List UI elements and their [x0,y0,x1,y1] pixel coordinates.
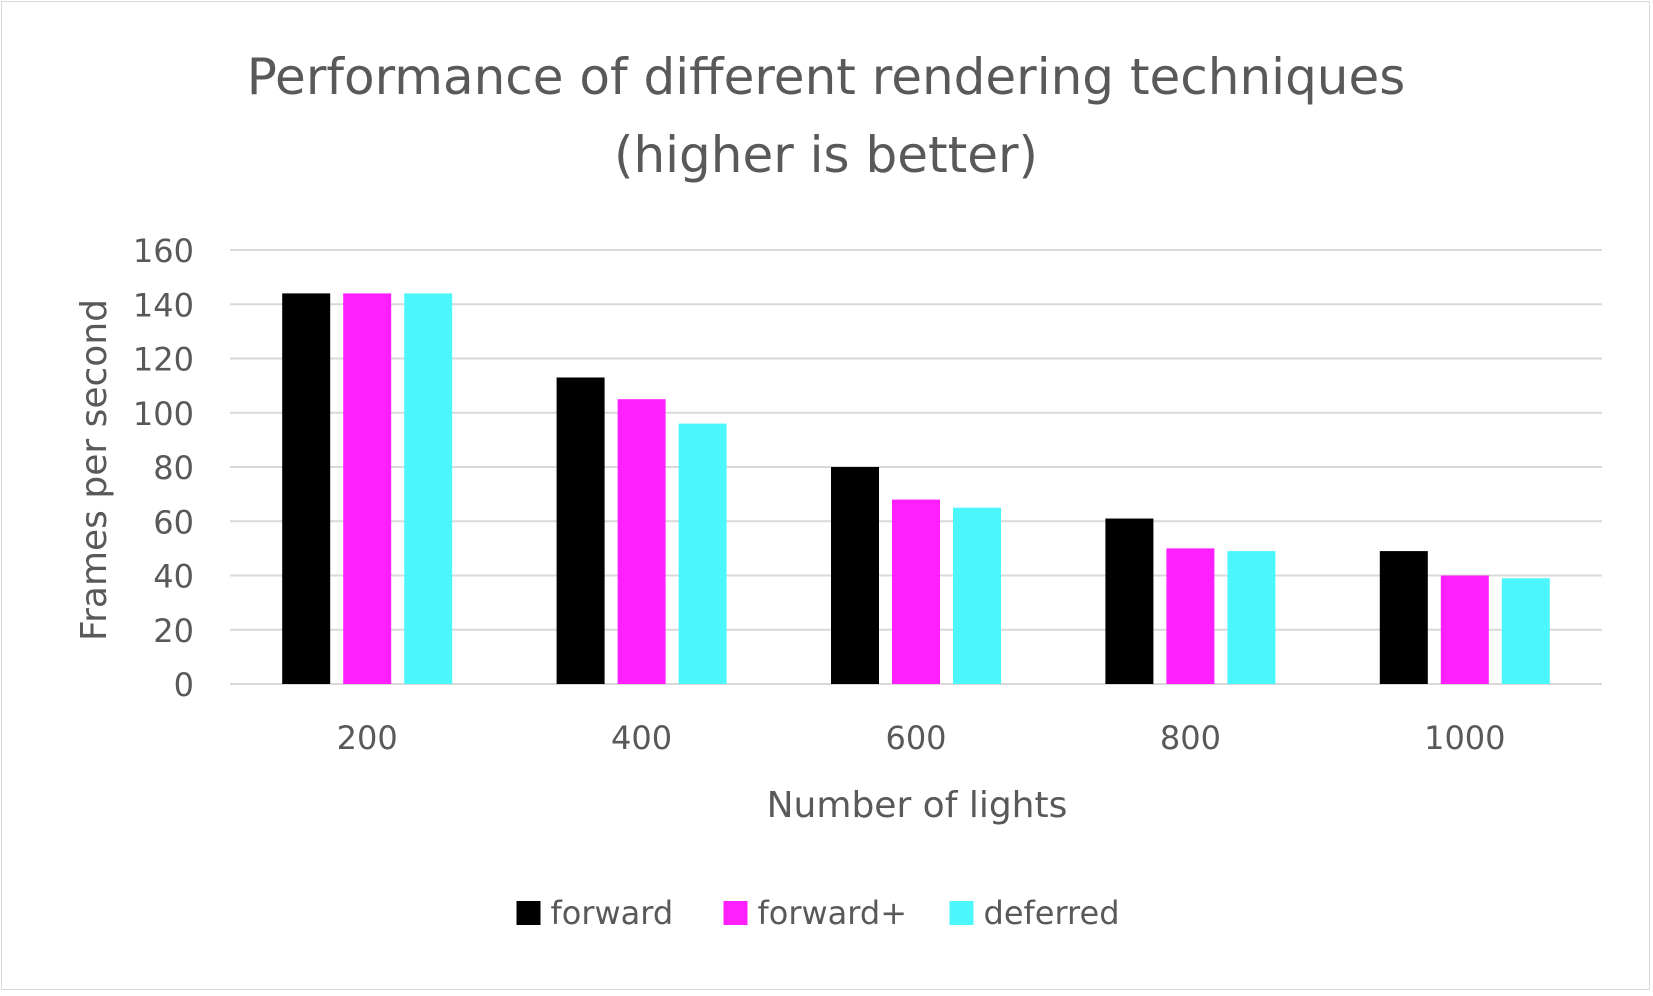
x-tick-label: 800 [1160,719,1221,757]
x-axis-tick-labels: 200 400 600 800 1000 [337,719,1506,757]
y-tick-label: 100 [133,395,194,433]
x-tick-label: 200 [337,719,398,757]
x-axis-label: Number of lights [767,785,1068,826]
y-tick-label: 80 [153,449,194,487]
y-tick-label: 60 [153,503,194,541]
legend-swatch-deferred [949,901,974,925]
bar-forward-plus-400 [617,399,666,684]
legend: forward forward+ deferred [516,894,1120,932]
bar-forward-400 [556,377,605,684]
bar-forward-plus-200 [343,293,392,684]
chart-subtitle: (higher is better) [614,126,1038,184]
bar-deferred-400 [678,423,727,684]
y-tick-label: 120 [133,341,194,379]
y-tick-label: 140 [133,286,194,324]
y-axis-tick-labels: 0 20 40 60 80 100 120 140 160 [133,232,194,704]
bar-forward-800 [1105,518,1154,684]
y-axis-label: Frames per second [74,299,115,641]
bar-forward-1000 [1379,551,1428,684]
bar-deferred-600 [953,507,1001,684]
bar-deferred-200 [404,293,453,684]
bar-forward-plus-800 [1166,548,1215,684]
x-tick-label: 1000 [1424,719,1505,757]
bars [282,293,1550,684]
y-tick-label: 160 [133,232,194,270]
bar-deferred-1000 [1501,578,1550,684]
x-tick-label: 400 [611,719,672,757]
x-tick-label: 600 [885,719,946,757]
bar-forward-600 [831,467,879,684]
legend-label-forward-plus: forward+ [758,894,908,932]
gridlines [230,249,1602,685]
y-tick-label: 40 [153,558,194,596]
legend-swatch-forward-plus [723,901,748,925]
chart-title: Performance of different rendering techn… [247,48,1406,106]
legend-label-deferred: deferred [984,894,1120,932]
bar-forward-plus-600 [892,499,940,684]
y-tick-label: 0 [174,666,194,704]
legend-swatch-forward [516,901,541,925]
bar-forward-200 [282,293,331,684]
y-tick-label: 20 [153,612,194,650]
legend-label-forward: forward [551,894,674,932]
bar-deferred-800 [1227,551,1276,684]
bar-forward-plus-1000 [1440,575,1489,684]
